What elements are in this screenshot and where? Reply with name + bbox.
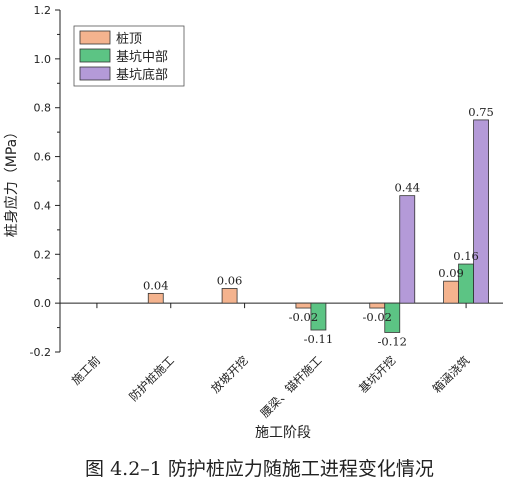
bar-labels: 0.04 0.06 -0.02 -0.02 0.09 -0.11 -0.12 0.16 0.44… xyxy=(143,105,494,349)
y-tick-label: 0.6 xyxy=(34,151,52,164)
x-tick-label: 防护桩施工 xyxy=(126,353,177,404)
legend-swatch xyxy=(79,48,111,63)
bar-value-label: 0.04 xyxy=(143,278,169,292)
bar-chart: -0.2 0.0 0.2 0.4 0.6 0.8 1.0 1.2 施工前 防护桩施工 放坡开挖 腰梁、… xyxy=(3,4,503,441)
bar-value-label: -0.02 xyxy=(363,310,393,324)
y-tick-label: 1.2 xyxy=(34,4,52,17)
y-axis-label: 桩身应力（MPa） xyxy=(3,125,20,237)
bar-value-label: -0.12 xyxy=(378,334,408,348)
y-tick-label: -0.2 xyxy=(30,346,51,359)
bar-value-label: 0.75 xyxy=(468,105,494,119)
y-tick-label: 1.0 xyxy=(34,53,52,66)
bars xyxy=(147,119,489,333)
y-tick-label: 0.0 xyxy=(34,297,52,310)
bar-value-label: -0.11 xyxy=(304,332,334,346)
legend-label: 基坑底部 xyxy=(116,67,168,83)
x-tick-label: 施工前 xyxy=(69,353,103,387)
bar xyxy=(147,292,164,304)
legend-label: 基坑中部 xyxy=(116,50,168,65)
y-tick-label: 0.8 xyxy=(34,102,52,115)
bar-value-label: -0.02 xyxy=(289,310,319,324)
legend-swatch xyxy=(79,30,111,45)
x-tick-label: 箱涵浇筑 xyxy=(430,353,473,396)
legend-swatch xyxy=(79,66,111,81)
y-tick-label: 0.4 xyxy=(34,199,52,212)
bar xyxy=(399,195,416,304)
legend-label: 桩顶 xyxy=(116,32,142,47)
figure-caption: 图 4.2–1 防护桩应力随施工进程变化情况 xyxy=(85,458,434,480)
bar-value-label: 0.44 xyxy=(394,181,420,195)
x-tick-label: 放坡开挖 xyxy=(208,353,250,395)
bar xyxy=(221,288,238,304)
x-tick-label: 腰梁、锚杆施工 xyxy=(258,353,325,420)
bar xyxy=(295,302,312,309)
bar-value-label: 0.09 xyxy=(438,266,464,280)
bar-value-label: 0.06 xyxy=(217,273,243,287)
x-axis-label: 施工阶段 xyxy=(255,425,311,441)
bar xyxy=(443,280,459,304)
bar-value-label: 0.16 xyxy=(453,249,479,263)
y-tick-label: 0.2 xyxy=(34,248,52,261)
bar xyxy=(310,302,327,331)
bar xyxy=(384,302,401,333)
bar xyxy=(369,302,386,309)
bar xyxy=(473,119,489,304)
x-tick-label: 基坑开挖 xyxy=(356,353,398,395)
